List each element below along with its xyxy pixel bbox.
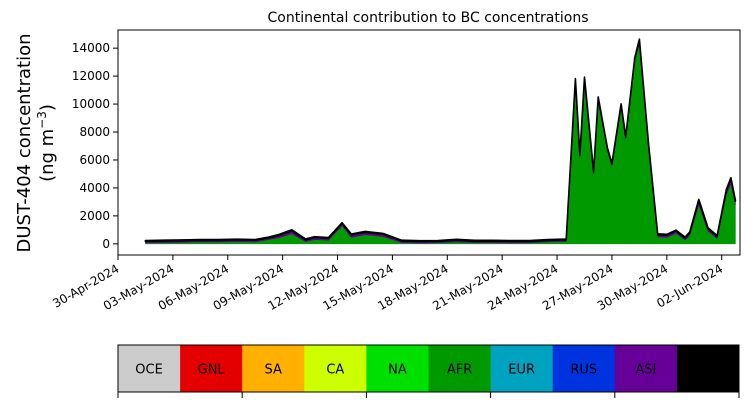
colorbar-label: OCE [135,363,163,378]
colorbar-frame [117,344,740,393]
plot-frame [117,29,741,256]
y-tick-label: 8000 [79,125,110,139]
colorbar-label: EUR [508,363,535,378]
y-axis: 0 2000 4000 6000 8000 10000 12000 14000 [72,41,118,251]
series-area-aus [144,38,737,243]
colorbar-label: SA [265,363,282,378]
y-tick-label: 0 [102,237,110,251]
y-tick-label: 6000 [79,153,110,167]
colorbar-label: NA [388,363,407,378]
y-axis-label-line1: DUST-404 concentration [14,33,35,252]
colorbar-cell-ca [304,345,367,392]
colorbar-cell-rus [552,345,616,392]
colorbar-cell-na [366,345,429,392]
y-axis-label: DUST-404 concentration (ng m−3) [14,33,58,252]
colorbar-label: GNL [198,363,226,378]
colorbar-cell-aus [676,345,740,392]
y-tick-label: 4000 [79,181,110,195]
chart-title: Continental contribution to BC concentra… [267,10,588,26]
colorbar-cell-asi [614,345,678,392]
colorbar-cell-eur [490,345,554,392]
series-layer [144,38,737,245]
y-axis-label-line2: (ng m−3) [35,104,58,182]
colorbar-cell-sa [242,345,305,392]
y-tick-label: 14000 [72,41,110,55]
colorbar-cell-afr [428,345,491,392]
region-colorbar: OCE GNL SA CA NA AFR EUR RUS ASI AUS [117,344,740,398]
colorbar-cell-oce [118,345,181,392]
colorbar-label: AFR [447,363,472,378]
series-area-afr [145,42,736,245]
colorbar-label: ASI [635,363,656,378]
colorbar-label: RUS [570,363,597,378]
colorbar-label: CA [326,363,344,378]
x-axis: 30-Apr-202403-May-202406-May-202409-May-… [50,255,725,313]
colorbar-label: AUS [695,363,722,378]
y-tick-label: 2000 [79,209,110,223]
y-tick-label: 10000 [72,97,110,111]
y-tick-label: 12000 [72,69,110,83]
colorbar-cell-gnl [180,345,243,392]
